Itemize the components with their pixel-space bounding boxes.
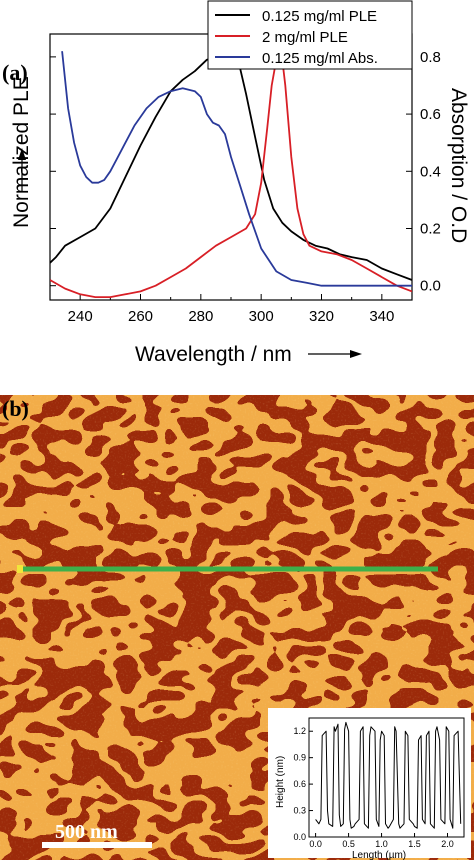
x-axis-label: Wavelength / nm	[135, 343, 292, 366]
panel-a-label: (a)	[2, 60, 28, 85]
inset-x-tick-label: 0.0	[309, 839, 322, 849]
x-tick-label: 240	[68, 308, 93, 325]
series-line-1	[50, 56, 412, 281]
inset-profile: 0.0 0.5 1.0 1.5 2.0 0.0 0.3 0.6 0.9 1.2 Length (µ…	[268, 708, 471, 860]
inset-y-tick-label: 0.9	[293, 753, 306, 763]
x-axis-arrow	[308, 350, 362, 358]
inset-y-tick-label: 0.6	[293, 779, 306, 789]
inset-profile-line	[315, 721, 462, 829]
scale-bar-line	[42, 842, 152, 848]
x-tick-label: 340	[369, 308, 394, 325]
inset-x-tick-label: 1.5	[408, 839, 421, 849]
inset-series-group	[315, 721, 462, 829]
series-line-2	[50, 53, 412, 298]
profile-line-start-marker	[17, 565, 23, 573]
y-right-tick-label: 0.4	[420, 163, 441, 180]
y-axis-right-label: Absorption / O.D	[447, 88, 470, 243]
series-group-a	[50, 51, 412, 298]
inset-y-tick-label: 0.3	[293, 806, 306, 816]
y-axis-left-arrow	[18, 148, 26, 192]
inset-plot-frame	[308, 717, 465, 838]
series-line-3	[61, 51, 412, 287]
legend-entry-2: 2 mg/ml PLE	[262, 29, 348, 46]
inset-y-tick-label: 1.2	[293, 726, 306, 736]
inset-x-tick-label: 2.0	[441, 839, 454, 849]
y-right-tick-label: 0.8	[420, 49, 441, 66]
legend-entry-1: 0.125 mg/ml PLE	[262, 8, 377, 25]
inset-x-tick-label: 1.0	[375, 839, 388, 849]
y-right-tick-label: 0.6	[420, 106, 441, 123]
inset-y-tick-label: 0.0	[293, 832, 306, 842]
y-right-tick-label: 0.2	[420, 220, 441, 237]
inset-x-axis-label: Length (µm)	[352, 850, 406, 860]
scale-bar: 500 nm	[42, 821, 152, 848]
x-tick-label: 260	[128, 308, 153, 325]
panel-b-label: (b)	[2, 396, 29, 421]
legend: 0.125 mg/ml PLE 2 mg/ml PLE 0.125 mg/ml …	[207, 0, 413, 70]
panel-b: (b) 500 nm 0.0 0.5 1.0 1.5 2.0 0.0 0.3 0.6 0.9 1.…	[0, 395, 474, 860]
panel-a: (a) 240 260 280 300 320 340 0.0 0.2 0.4 0.6 0.8 Wa…	[2, 0, 470, 366]
inset-x-tick-label: 0.5	[342, 839, 355, 849]
legend-entry-3: 0.125 mg/ml Abs.	[262, 50, 378, 67]
tick-group-a: 240 260 280 300 320 340 0.0 0.2 0.4 0.6 0.8	[50, 49, 441, 325]
scale-bar-label: 500 nm	[55, 821, 118, 843]
x-tick-label: 280	[188, 308, 213, 325]
y-right-tick-label: 0.0	[420, 278, 441, 295]
inset-y-axis-label: Height (nm)	[275, 756, 286, 808]
x-tick-label: 320	[309, 308, 334, 325]
inset-tick-group: 0.0 0.5 1.0 1.5 2.0 0.0 0.3 0.6 0.9 1.2	[293, 726, 453, 849]
x-tick-label: 300	[249, 308, 274, 325]
plot-frame-a	[49, 33, 413, 301]
